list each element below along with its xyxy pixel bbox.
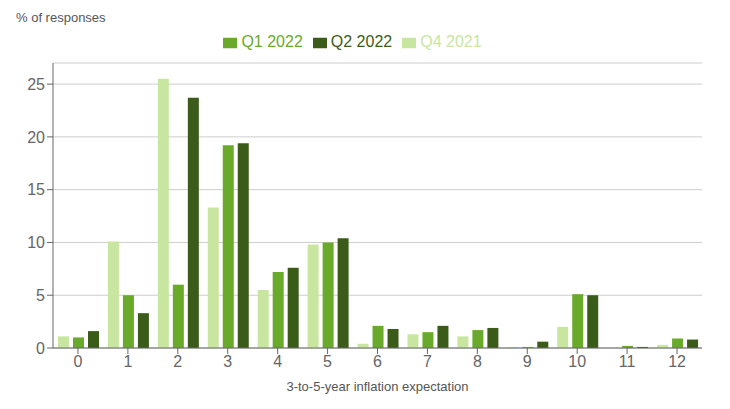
html-text:Q1 2022: Q1 2022 [241, 33, 303, 50]
html-text:% of responses: % of responses [16, 10, 106, 25]
svg-text:3-to-5-year inflation expectat: 3-to-5-year inflation expectation [286, 379, 468, 394]
svg-text:20: 20 [27, 129, 45, 146]
svg-text:0: 0 [36, 340, 45, 357]
svg-text:5: 5 [323, 353, 332, 370]
svg-text:5: 5 [36, 287, 45, 304]
svg-text:0: 0 [74, 353, 83, 370]
svg-text:11: 11 [619, 353, 636, 370]
svg-text:9: 9 [523, 353, 532, 370]
html-text:Q2 2022: Q2 2022 [330, 33, 393, 50]
svg-text:15: 15 [27, 181, 45, 198]
svg-text:1: 1 [123, 353, 132, 370]
svg-text:10: 10 [27, 234, 45, 251]
svg-text:7: 7 [423, 353, 432, 370]
svg-text:8: 8 [473, 353, 482, 370]
svg-text:25: 25 [27, 76, 45, 93]
svg-text:6: 6 [373, 353, 382, 370]
html-text:Q4 2021: Q4 2021 [420, 33, 482, 50]
svg-text:12: 12 [668, 353, 686, 370]
svg-text:3: 3 [223, 353, 232, 370]
svg-text:10: 10 [568, 353, 586, 370]
svg-text:4: 4 [273, 353, 282, 370]
svg-text:2: 2 [173, 353, 182, 370]
